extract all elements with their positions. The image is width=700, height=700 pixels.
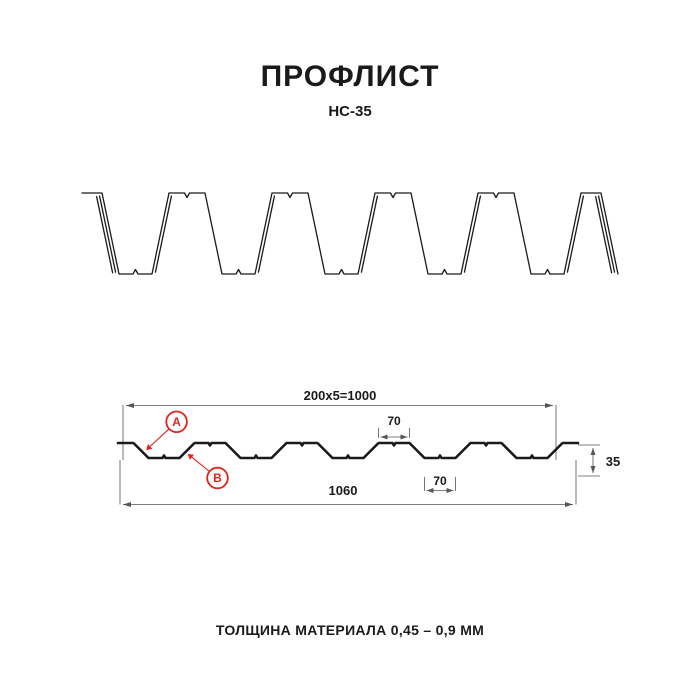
svg-text:1060: 1060	[329, 483, 358, 498]
svg-text:70: 70	[387, 414, 401, 428]
svg-text:B: B	[213, 471, 222, 485]
svg-text:200x5=1000: 200x5=1000	[304, 388, 377, 403]
svg-text:35: 35	[606, 454, 620, 469]
svg-text:A: A	[172, 415, 181, 429]
svg-text:70: 70	[433, 474, 447, 488]
